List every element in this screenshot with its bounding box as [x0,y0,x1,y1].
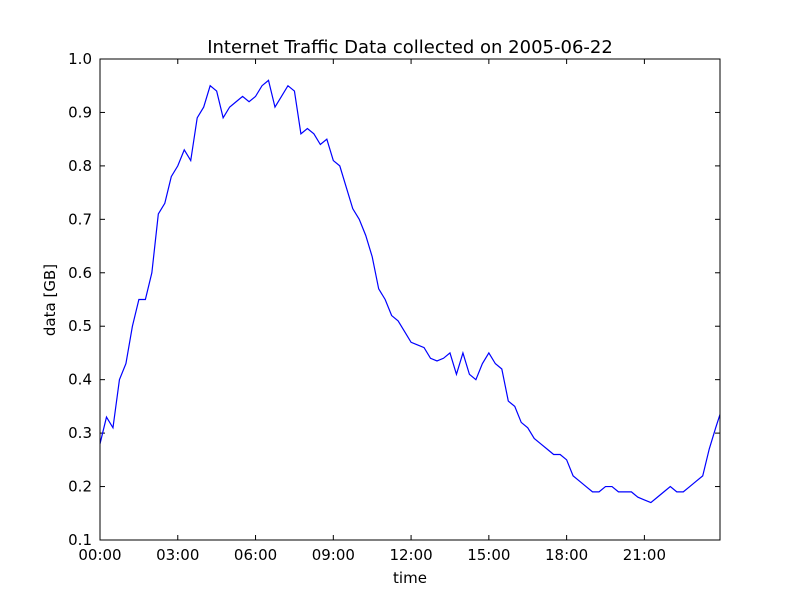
chart-title: Internet Traffic Data collected on 2005-… [207,37,613,58]
y-tick-label: 0.1 [68,531,92,549]
y-tick-label: 0.7 [68,210,92,228]
y-tick-label: 0.5 [68,317,92,335]
y-tick-label: 0.8 [68,157,92,175]
y-tick-label: 1.0 [68,50,92,68]
y-tick-label: 0.9 [68,103,92,121]
y-tick-label: 0.2 [68,478,92,496]
y-tick-label: 0.6 [68,264,92,282]
x-tick-label: 03:00 [156,546,199,564]
y-axis-label: data [GB] [41,264,59,336]
x-tick-label: 09:00 [312,546,355,564]
x-tick-label: 18:00 [545,546,588,564]
x-tick-label: 06:00 [234,546,277,564]
data-line [99,79,721,504]
x-tick-label: 12:00 [389,546,432,564]
x-axis-label: time [393,569,427,587]
x-tick-label: 00:00 [78,546,121,564]
y-tick-label: 0.4 [68,371,92,389]
x-tick-label: 21:00 [623,546,666,564]
x-tick-label: 15:00 [467,546,510,564]
plot-frame [99,58,721,541]
y-tick-label: 0.3 [68,424,92,442]
